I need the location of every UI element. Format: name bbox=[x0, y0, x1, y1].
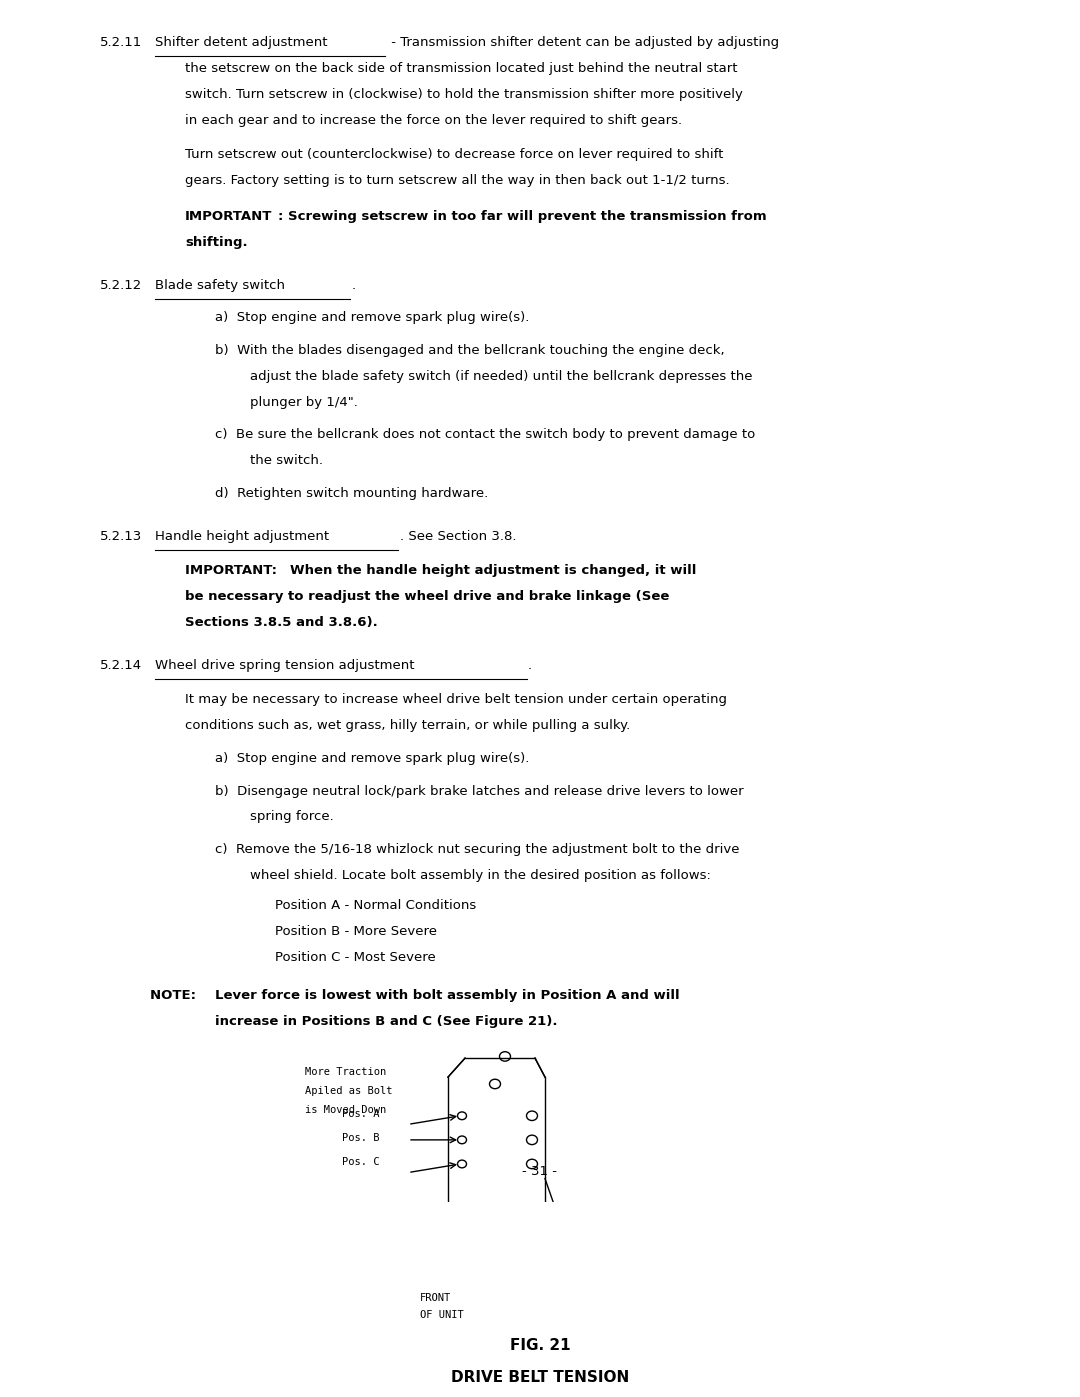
Text: Pos. C: Pos. C bbox=[342, 1157, 379, 1166]
Text: b)  With the blades disengaged and the bellcrank touching the engine deck,: b) With the blades disengaged and the be… bbox=[215, 344, 725, 358]
Text: be necessary to readjust the wheel drive and brake linkage (See: be necessary to readjust the wheel drive… bbox=[185, 590, 670, 604]
Text: 5.2.13: 5.2.13 bbox=[100, 529, 143, 543]
Text: - Transmission shifter detent can be adjusted by adjusting: - Transmission shifter detent can be adj… bbox=[387, 36, 779, 49]
Text: OF UNIT: OF UNIT bbox=[420, 1310, 463, 1320]
Text: Lever force is lowest with bolt assembly in Position A and will: Lever force is lowest with bolt assembly… bbox=[215, 989, 679, 1002]
Text: Apiled as Bolt: Apiled as Bolt bbox=[305, 1085, 392, 1095]
Text: Position B - More Severe: Position B - More Severe bbox=[275, 925, 437, 937]
Text: . See Section 3.8.: . See Section 3.8. bbox=[400, 529, 516, 543]
Text: FIG. 21: FIG. 21 bbox=[510, 1338, 570, 1352]
Text: is Moved Down: is Moved Down bbox=[305, 1105, 387, 1115]
Text: 5.2.14: 5.2.14 bbox=[100, 659, 143, 672]
Text: DRIVE BELT TENSION: DRIVE BELT TENSION bbox=[450, 1370, 630, 1386]
Text: IMPORTANT: IMPORTANT bbox=[185, 210, 272, 224]
Text: c)  Be sure the bellcrank does not contact the switch body to prevent damage to: c) Be sure the bellcrank does not contac… bbox=[215, 429, 755, 441]
Text: increase in Positions B and C (See Figure 21).: increase in Positions B and C (See Figur… bbox=[215, 1016, 557, 1028]
Text: It may be necessary to increase wheel drive belt tension under certain operating: It may be necessary to increase wheel dr… bbox=[185, 693, 727, 707]
Text: c)  Remove the 5/16-18 whizlock nut securing the adjustment bolt to the drive: c) Remove the 5/16-18 whizlock nut secur… bbox=[215, 842, 740, 856]
Text: More Traction: More Traction bbox=[305, 1067, 387, 1077]
Text: a)  Stop engine and remove spark plug wire(s).: a) Stop engine and remove spark plug wir… bbox=[215, 312, 529, 324]
Text: .: . bbox=[352, 279, 356, 292]
Text: Pos. A: Pos. A bbox=[342, 1109, 379, 1119]
Text: Position A - Normal Conditions: Position A - Normal Conditions bbox=[275, 900, 476, 912]
Text: 5.2.12: 5.2.12 bbox=[100, 279, 143, 292]
Text: When the handle height adjustment is changed, it will: When the handle height adjustment is cha… bbox=[291, 564, 697, 577]
Text: IMPORTANT:: IMPORTANT: bbox=[185, 564, 286, 577]
Text: d)  Retighten switch mounting hardware.: d) Retighten switch mounting hardware. bbox=[215, 488, 488, 500]
Text: - 31 -: - 31 - bbox=[523, 1165, 557, 1178]
Text: 5.2.11: 5.2.11 bbox=[100, 36, 143, 49]
Text: Blade safety switch: Blade safety switch bbox=[156, 279, 285, 292]
Text: wheel shield. Locate bolt assembly in the desired position as follows:: wheel shield. Locate bolt assembly in th… bbox=[249, 869, 711, 882]
Text: .: . bbox=[528, 659, 532, 672]
Text: Turn setscrew out (counterclockwise) to decrease force on lever required to shif: Turn setscrew out (counterclockwise) to … bbox=[185, 148, 724, 161]
Text: NOTE:: NOTE: bbox=[150, 989, 205, 1002]
Text: Sections 3.8.5 and 3.8.6).: Sections 3.8.5 and 3.8.6). bbox=[185, 616, 378, 629]
Text: spring force.: spring force. bbox=[249, 810, 334, 823]
Text: in each gear and to increase the force on the lever required to shift gears.: in each gear and to increase the force o… bbox=[185, 113, 683, 127]
Text: Wheel drive spring tension adjustment: Wheel drive spring tension adjustment bbox=[156, 659, 415, 672]
Text: Handle height adjustment: Handle height adjustment bbox=[156, 529, 329, 543]
Text: conditions such as, wet grass, hilly terrain, or while pulling a sulky.: conditions such as, wet grass, hilly ter… bbox=[185, 719, 631, 732]
Text: shifting.: shifting. bbox=[185, 236, 247, 249]
Text: Position C - Most Severe: Position C - Most Severe bbox=[275, 950, 435, 964]
Text: adjust the blade safety switch (if needed) until the bellcrank depresses the: adjust the blade safety switch (if neede… bbox=[249, 370, 753, 383]
Text: the switch.: the switch. bbox=[249, 454, 323, 467]
Text: switch. Turn setscrew in (clockwise) to hold the transmission shifter more posit: switch. Turn setscrew in (clockwise) to … bbox=[185, 88, 743, 101]
Text: gears. Factory setting is to turn setscrew all the way in then back out 1-1/2 tu: gears. Factory setting is to turn setscr… bbox=[185, 173, 730, 187]
Text: : Screwing setscrew in too far will prevent the transmission from: : Screwing setscrew in too far will prev… bbox=[278, 210, 767, 224]
Text: a)  Stop engine and remove spark plug wire(s).: a) Stop engine and remove spark plug wir… bbox=[215, 752, 529, 766]
Text: FRONT: FRONT bbox=[420, 1294, 451, 1303]
Text: Pos. B: Pos. B bbox=[342, 1133, 379, 1143]
Text: b)  Disengage neutral lock/park brake latches and release drive levers to lower: b) Disengage neutral lock/park brake lat… bbox=[215, 785, 744, 798]
Text: the setscrew on the back side of transmission located just behind the neutral st: the setscrew on the back side of transmi… bbox=[185, 61, 738, 75]
Text: plunger by 1/4".: plunger by 1/4". bbox=[249, 395, 357, 409]
Text: Shifter detent adjustment: Shifter detent adjustment bbox=[156, 36, 327, 49]
